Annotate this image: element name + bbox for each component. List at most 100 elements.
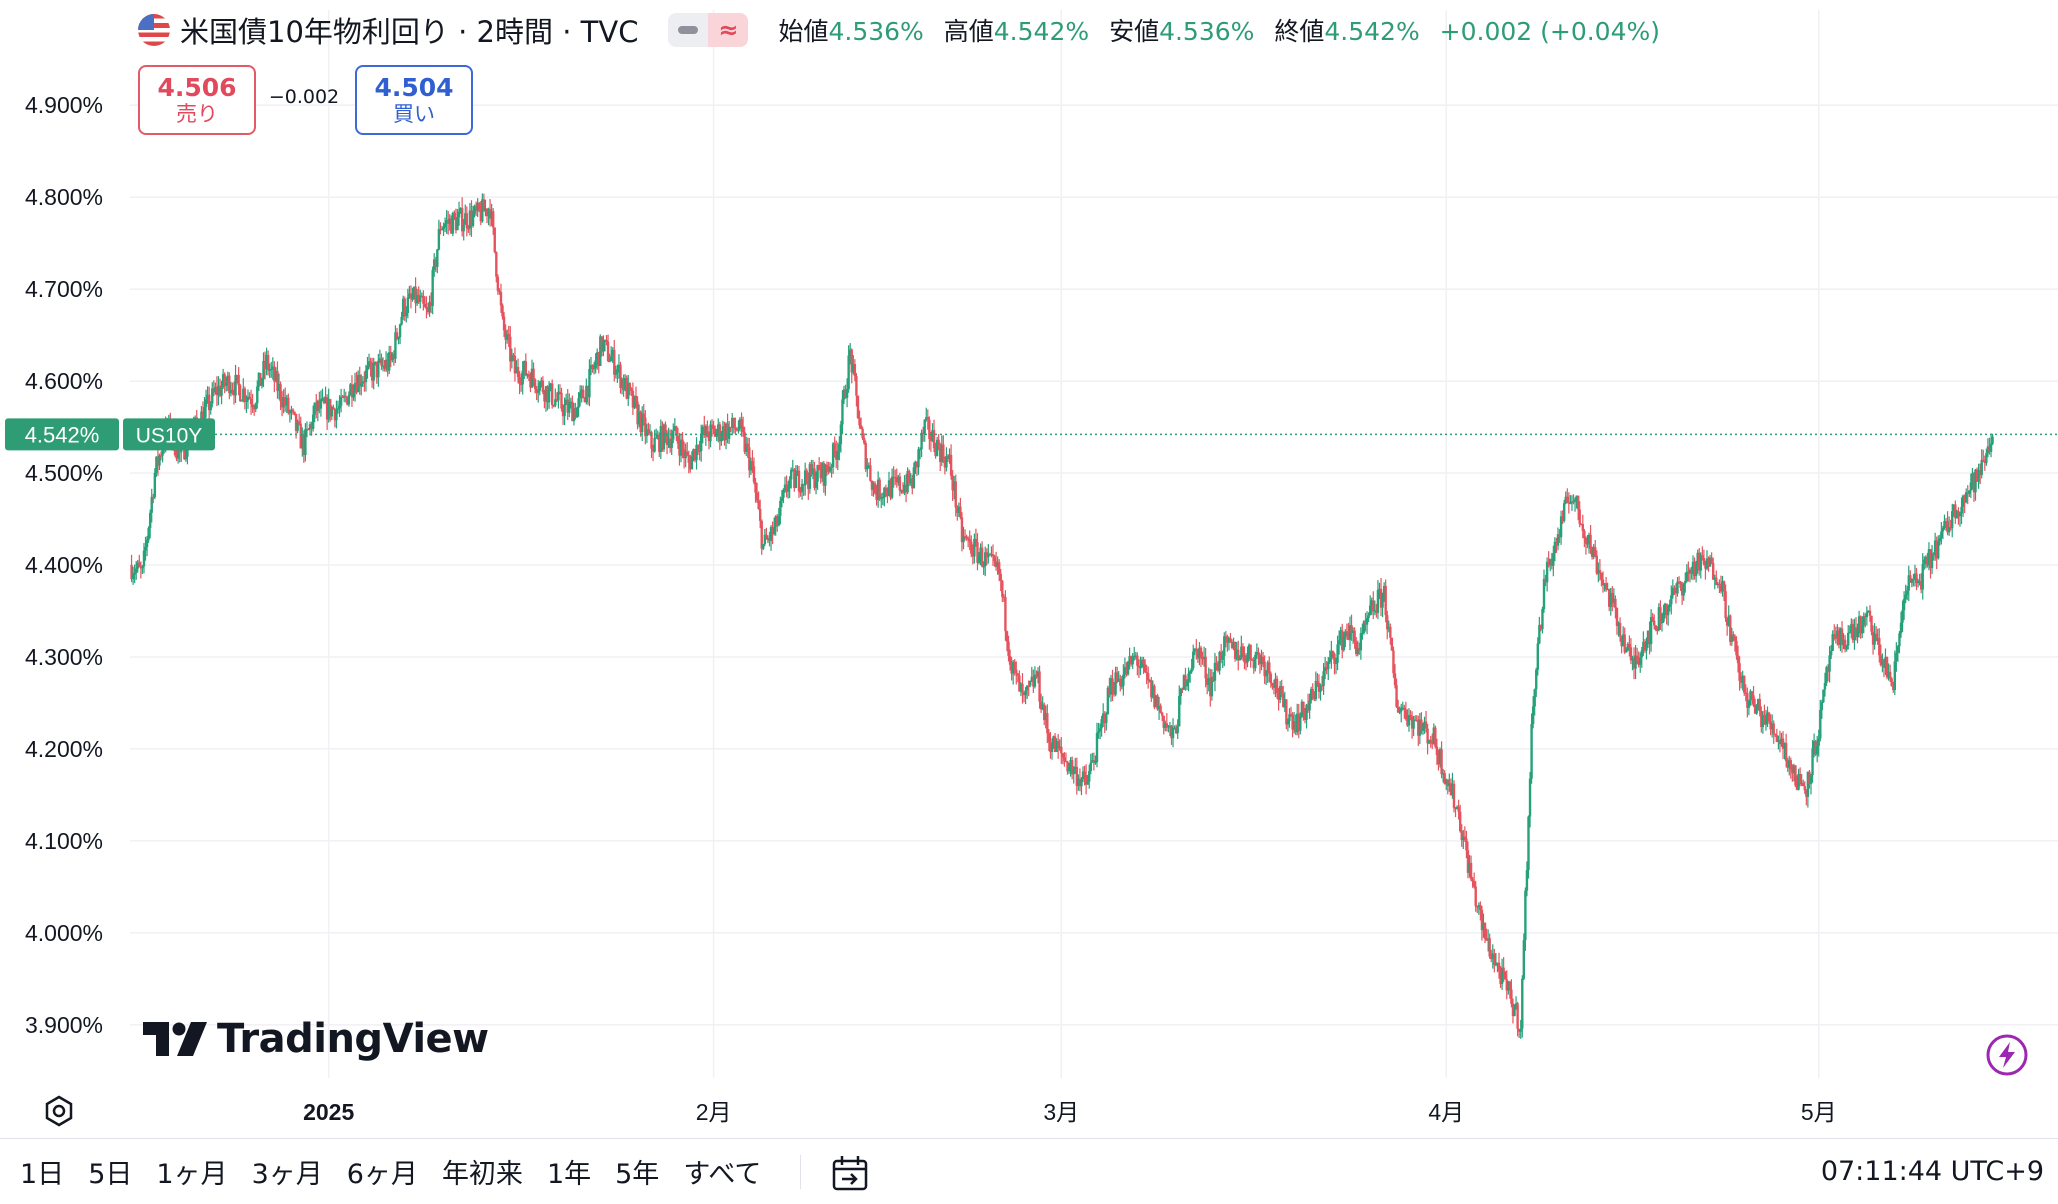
candle-body — [1853, 627, 1856, 641]
range-button[interactable]: すべて — [683, 1159, 762, 1190]
candle-body — [426, 309, 430, 313]
candle-body — [1283, 699, 1287, 707]
candle-body — [665, 432, 669, 446]
candle-body — [686, 451, 689, 456]
candle-body — [1707, 558, 1710, 567]
lightning-icon[interactable] — [1985, 1033, 2029, 1077]
candle-body — [1240, 646, 1243, 658]
candle-body — [622, 378, 625, 391]
candle-body — [1264, 672, 1268, 677]
approx-icon[interactable]: ≈ — [708, 13, 749, 47]
chart-mode-toggle[interactable]: ≈ — [668, 13, 749, 47]
candle-body — [1747, 700, 1751, 708]
candle-body — [1778, 740, 1782, 745]
candle-body — [1285, 699, 1288, 725]
range-button[interactable]: 5年 — [615, 1159, 660, 1190]
candle-body — [1702, 557, 1706, 565]
candle-body — [1094, 761, 1097, 764]
candle-body — [1330, 651, 1333, 658]
range-button[interactable]: 3ヶ月 — [251, 1159, 323, 1190]
candle-body — [1443, 773, 1446, 784]
candle-body — [285, 397, 288, 406]
candle-body — [505, 334, 509, 340]
candle-body — [853, 364, 857, 376]
candle-body — [1111, 678, 1114, 693]
candle-body — [1341, 630, 1344, 651]
candle-body — [592, 367, 596, 370]
candle-body — [1806, 771, 1810, 797]
candle-body — [746, 443, 749, 448]
candle-body — [703, 426, 706, 436]
candle-body — [1025, 685, 1029, 691]
candle-body — [883, 487, 886, 498]
candle-body — [478, 203, 481, 211]
candle-body — [1389, 626, 1392, 638]
candle-body — [510, 354, 514, 362]
candle-body — [642, 413, 645, 418]
candle-body — [987, 554, 990, 558]
range-button[interactable]: 1年 — [546, 1159, 592, 1190]
candle-body — [1403, 707, 1406, 711]
candle-body — [366, 365, 369, 371]
buy-button[interactable]: 4.504 買い — [355, 65, 473, 135]
candle-body — [1833, 634, 1836, 638]
price-chart[interactable]: 4.900% 4.800% 4.700% 4.600% 4.500% 4.400% 4.30… — [0, 0, 2058, 1138]
tradingview-watermark[interactable]: TradingView — [143, 1013, 489, 1065]
candle-body — [1829, 650, 1833, 656]
current-price-symbol: US10Y — [136, 424, 203, 447]
candle-body — [336, 408, 340, 410]
range-button[interactable]: 1ヶ月 — [156, 1159, 228, 1190]
candle-body — [1901, 610, 1904, 623]
candle-body — [1027, 685, 1030, 687]
candle-body — [1120, 685, 1124, 687]
range-button[interactable]: 5日 — [88, 1159, 133, 1190]
candle-body — [479, 210, 482, 222]
range-button[interactable]: 6ヶ月 — [346, 1159, 418, 1190]
candle-body — [1916, 581, 1920, 584]
candle-body — [1564, 496, 1567, 504]
candle-body — [152, 496, 155, 499]
sell-button[interactable]: 4.506 売り — [138, 65, 256, 135]
candle-body — [1687, 571, 1690, 574]
candle-body — [752, 466, 756, 483]
candle-body — [175, 455, 178, 459]
candle-body — [1392, 650, 1395, 674]
candle-body — [743, 432, 746, 452]
minus-icon[interactable] — [668, 13, 709, 47]
candle-body — [1317, 682, 1321, 692]
candle-body — [1407, 715, 1411, 726]
candle-body — [782, 489, 785, 498]
clock[interactable]: 07:11:44 UTC+9 — [1820, 1156, 2044, 1187]
symbol-title[interactable]: 米国債10年物利回り · 2時間 · TVC — [180, 15, 639, 49]
candle-body — [1552, 553, 1555, 566]
candle-body — [1721, 581, 1724, 592]
candle-body — [1581, 524, 1585, 531]
range-button[interactable]: 年初来 — [441, 1159, 523, 1190]
candle-body — [954, 481, 957, 508]
candle-body — [634, 395, 638, 402]
candle-body — [353, 382, 357, 393]
axis-settings-icon[interactable] — [42, 1094, 76, 1128]
candle-body — [401, 298, 405, 317]
candle-body — [319, 399, 323, 409]
candle-body — [1148, 680, 1151, 682]
candle-body — [1968, 490, 1971, 494]
candle-body — [1190, 668, 1193, 672]
candle-body — [1857, 616, 1861, 630]
candle-body — [321, 398, 324, 400]
candle-body — [1656, 629, 1659, 632]
candle-body — [1488, 938, 1491, 957]
candle-body — [1064, 761, 1068, 763]
candle-body — [1698, 552, 1701, 571]
candle-body — [1508, 981, 1512, 990]
candle-body — [460, 208, 464, 232]
range-button[interactable]: 1日 — [20, 1159, 65, 1190]
candle-body — [1364, 621, 1367, 625]
candle-body — [907, 470, 911, 484]
go-to-date-icon[interactable] — [830, 1153, 870, 1193]
candle-body — [963, 536, 967, 538]
candle-body — [776, 516, 779, 526]
candle-body — [675, 426, 678, 436]
candle-body — [571, 401, 574, 422]
candle-body — [1566, 496, 1569, 503]
